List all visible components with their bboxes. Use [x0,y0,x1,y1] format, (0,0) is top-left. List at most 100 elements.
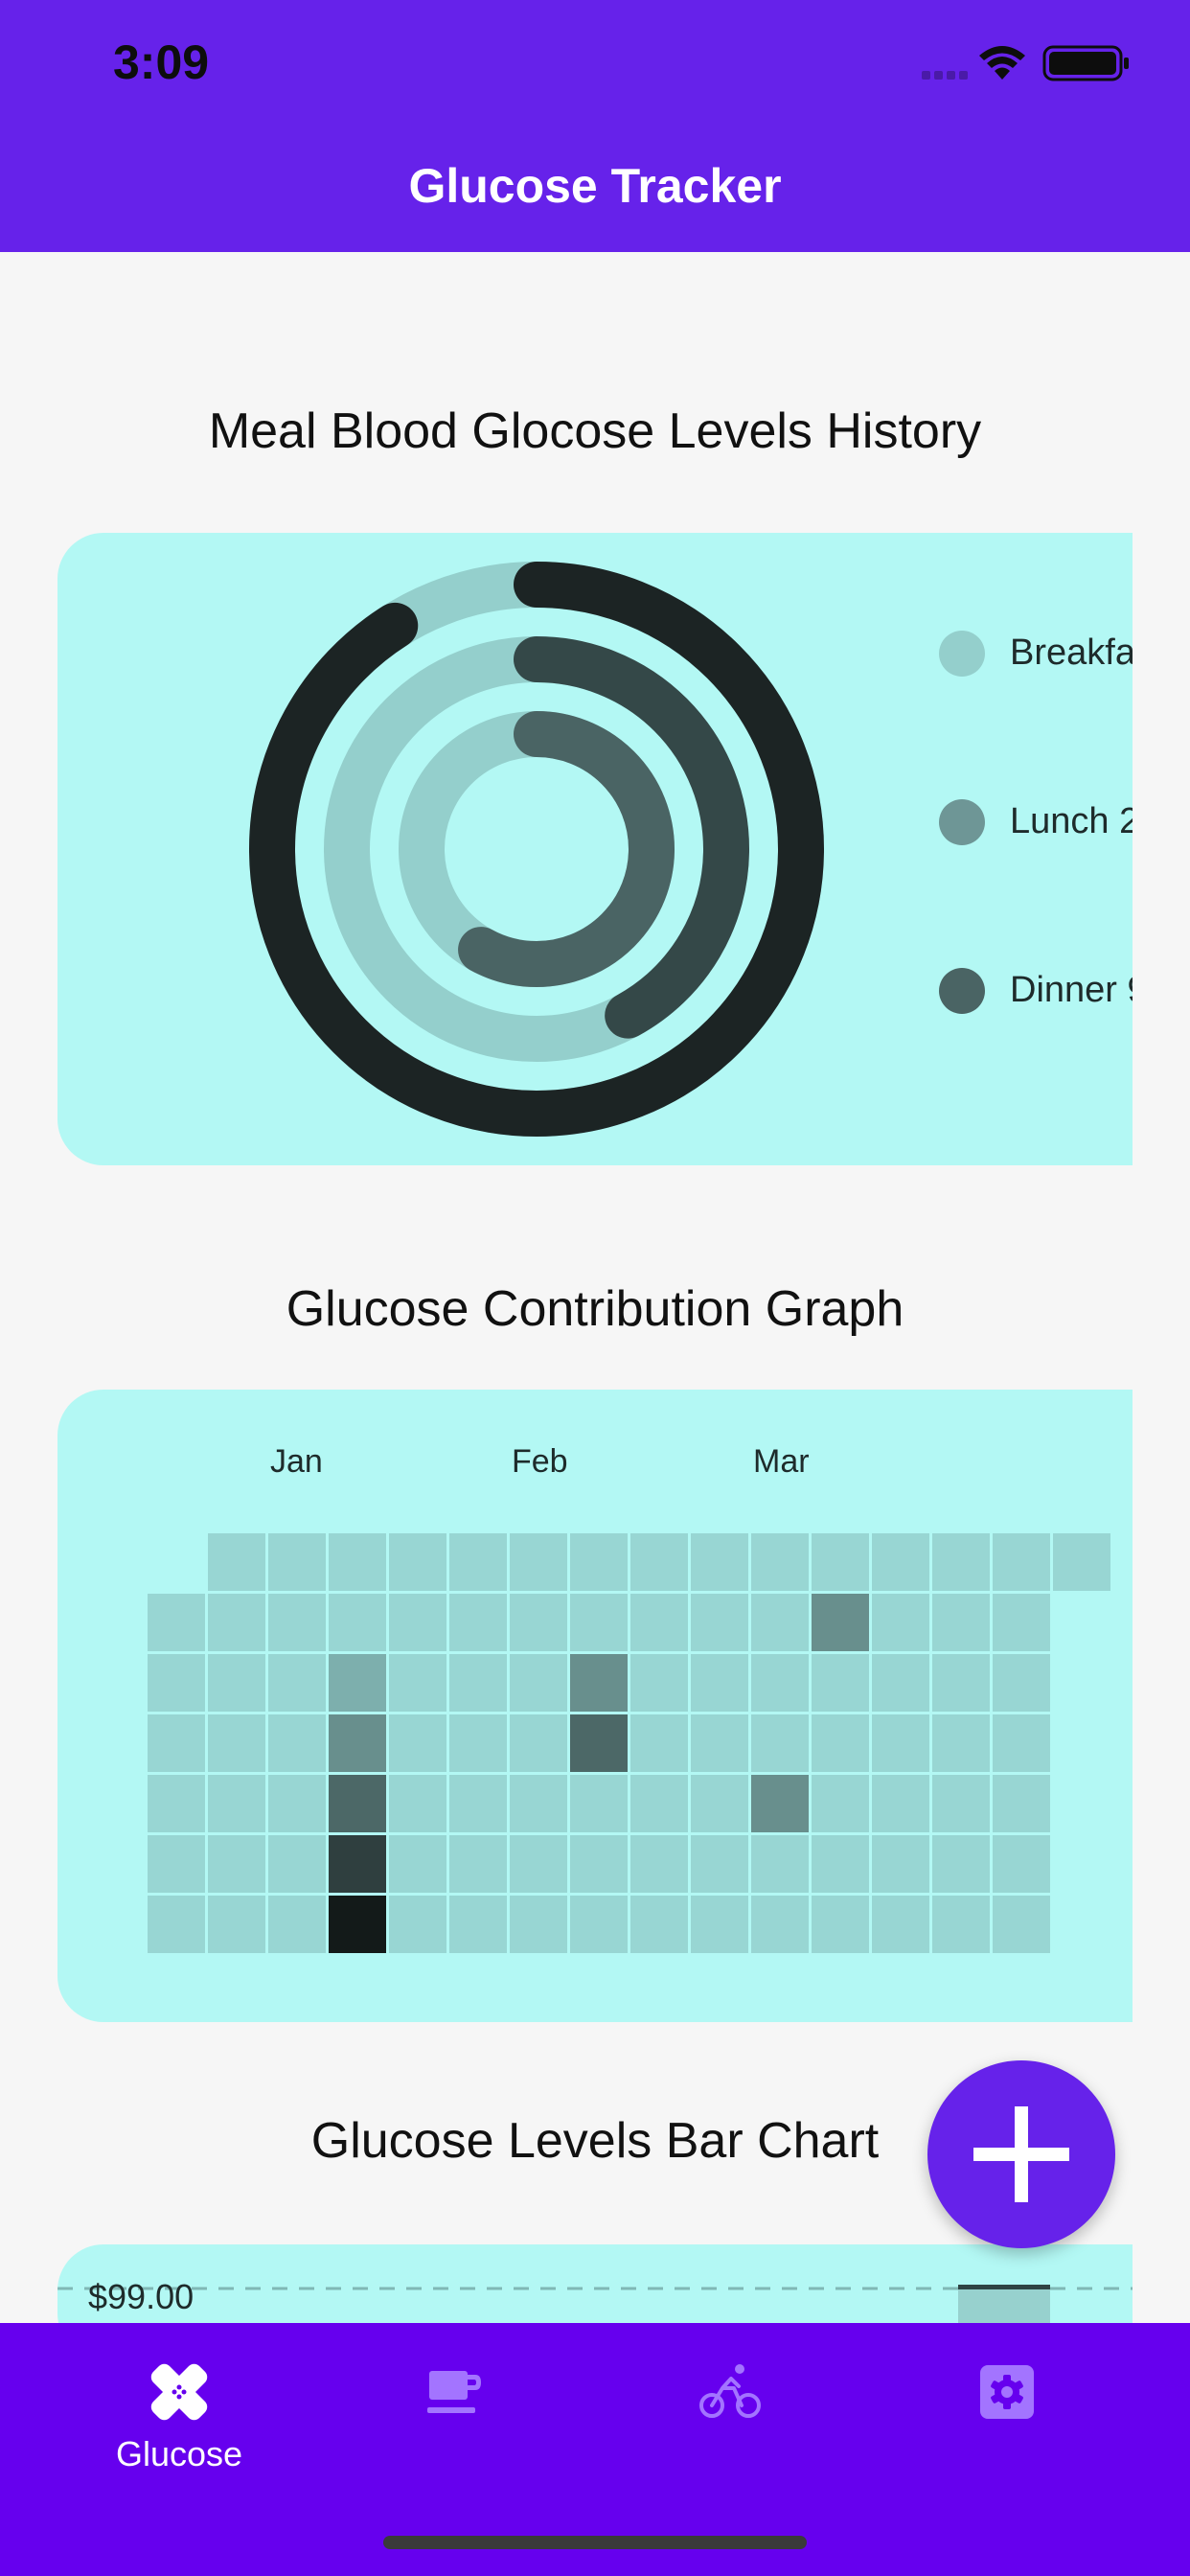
heatmap-cell [751,1896,809,1953]
heatmap-cell [932,1533,990,1591]
coffee-cup-icon [427,2371,481,2413]
legend-dot [939,631,985,677]
heatmap-cell [389,1775,446,1832]
heatmap-cell [510,1835,567,1893]
status-bar: 3:09 [0,0,1190,129]
heatmap-cell [630,1533,688,1591]
nav-tab-glucose[interactable]: Glucose [31,2323,328,2486]
cellular-signal-icon [922,71,968,80]
bar-chart-y-tick: $99.00 [88,2277,195,2316]
heatmap-cell [812,1654,869,1712]
contribution-graph-title: Glucose Contribution Graph [286,1281,904,1337]
heatmap-cell [570,1594,628,1651]
heatmap-cell [691,1896,748,1953]
heatmap-cell [932,1654,990,1712]
legend-label: Breakfa [1010,632,1133,673]
heatmap-cell [329,1533,386,1591]
heatmap-cell [268,1714,326,1772]
plus-icon [973,2106,1069,2202]
heatmap-cell [148,1896,205,1953]
heatmap-cell [329,1896,386,1953]
heatmap-cell [570,1714,628,1772]
nav-tab-settings[interactable] [858,2323,1156,2486]
heatmap-cell [993,1835,1050,1893]
heatmap-cell [268,1835,326,1893]
nav-tab-exercise[interactable] [582,2323,879,2486]
heatmap-cell [208,1654,265,1712]
nav-tab-meals[interactable] [306,2323,603,2486]
heatmap-cell [208,1896,265,1953]
heatmap-cell [812,1775,869,1832]
heatmap-cell [389,1896,446,1953]
heatmap-cell [329,1594,386,1651]
bar-chart-bar-cap [958,2285,1050,2289]
legend-label: Dinner 9 [1010,970,1133,1010]
heatmap-cell [812,1714,869,1772]
heatmap-cell [630,1594,688,1651]
heatmap-cell [751,1533,809,1591]
contribution-heatmap [148,1533,1110,1953]
heatmap-cell [691,1775,748,1832]
ring-chart [249,562,824,1137]
heatmap-cell [389,1835,446,1893]
heatmap-cell [691,1594,748,1651]
heatmap-cell [510,1654,567,1712]
month-label-mar: Mar [753,1443,810,1480]
bicycle-icon [699,2364,761,2418]
heatmap-cell [630,1775,688,1832]
battery-icon [1042,45,1129,81]
heatmap-cell [449,1896,507,1953]
heatmap-cell [1053,1533,1110,1591]
heatmap-cell [449,1654,507,1712]
heatmap-cell [570,1775,628,1832]
heatmap-cell [932,1896,990,1953]
heatmap-cell [148,1775,205,1832]
heatmap-cell [993,1654,1050,1712]
ring-chart-card: Breakfa Lunch 2 Dinner 9 [57,533,1133,1165]
heatmap-cell [812,1594,869,1651]
heatmap-cell [932,1835,990,1893]
heatmap-cell [691,1835,748,1893]
heatmap-cell [812,1533,869,1591]
heatmap-cell [449,1533,507,1591]
heatmap-cell [812,1896,869,1953]
heatmap-cell [148,1714,205,1772]
legend-dot [939,799,985,845]
heatmap-cell [872,1594,929,1651]
heatmap-cell [993,1896,1050,1953]
heatmap-cell [691,1654,748,1712]
status-icons [922,42,1133,84]
heatmap-cell [630,1835,688,1893]
heatmap-cell [329,1775,386,1832]
heatmap-cell [268,1594,326,1651]
heatmap-cell [510,1594,567,1651]
heatmap-cell [570,1654,628,1712]
heatmap-cell [268,1654,326,1712]
heatmap-cell [208,1594,265,1651]
heatmap-cell [751,1775,809,1832]
settings-gear-icon [980,2365,1034,2419]
heatmap-cell [993,1594,1050,1651]
heatmap-cell [872,1533,929,1591]
heatmap-cell [872,1654,929,1712]
heatmap-cell [630,1654,688,1712]
heatmap-cell [872,1775,929,1832]
heatmap-cell [872,1714,929,1772]
heatmap-cell [812,1835,869,1893]
heatmap-cell [148,1594,205,1651]
heatmap-cell [691,1714,748,1772]
heatmap-cell [449,1714,507,1772]
nav-label-glucose: Glucose [115,2434,243,2473]
heatmap-cell [449,1775,507,1832]
ring-arc [324,636,749,1062]
heatmap-cell [510,1775,567,1832]
heatmap-cell [630,1896,688,1953]
heatmap-cell [993,1714,1050,1772]
heatmap-cell [208,1775,265,1832]
heatmap-cell [148,1835,205,1893]
status-time: 3:09 [113,35,210,89]
heatmap-cell [208,1835,265,1893]
heatmap-cell [691,1533,748,1591]
heatmap-cell [751,1835,809,1893]
add-entry-button[interactable] [927,2060,1115,2248]
